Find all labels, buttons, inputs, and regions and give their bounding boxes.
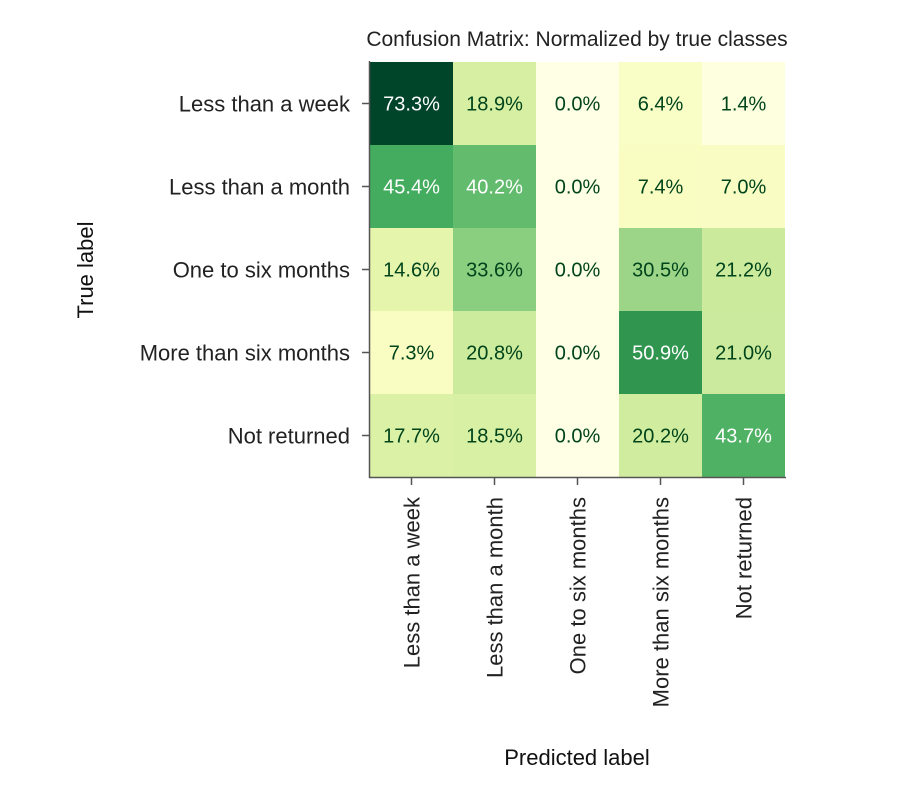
y-tick-label: One to six months [173, 258, 350, 283]
heatmap-cell [453, 394, 536, 477]
cell-value-label: 18.9% [466, 94, 523, 116]
y-axis-label: True label [73, 221, 98, 318]
heatmap-cell [370, 394, 453, 477]
cell-value-label: 17.7% [383, 426, 440, 448]
heatmap-cell [619, 228, 702, 311]
y-tick-label: Less than a week [179, 92, 351, 117]
cell-value-label: 7.3% [389, 343, 435, 365]
heatmap-cell [619, 311, 702, 394]
heatmap-cell [619, 62, 702, 145]
x-tick-label: More than six months [649, 497, 674, 707]
x-tick-label: Less than a month [483, 497, 508, 678]
cell-value-label: 50.9% [632, 343, 689, 365]
heatmap-cell [536, 228, 619, 311]
cell-value-labels: 73.3% 18.9% 0.0% 6.4% 1.4% 45.4% 40.2% 0.0% 7.4%… [383, 94, 772, 448]
cell-value-label: 18.5% [466, 426, 523, 448]
cell-value-label: 0.0% [555, 94, 601, 116]
heatmap-cell [619, 145, 702, 228]
cell-value-label: 0.0% [555, 260, 601, 282]
x-tick-label: One to six months [566, 497, 591, 674]
cell-value-label: 45.4% [383, 177, 440, 199]
cell-value-label: 21.0% [715, 343, 772, 365]
axes [368, 61, 786, 479]
cell-value-label: 20.8% [466, 343, 523, 365]
heatmap-cell [453, 311, 536, 394]
heatmap-cell [453, 228, 536, 311]
heatmap-cell [370, 62, 453, 145]
heatmap-cell [536, 62, 619, 145]
y-tick-label: Less than a month [169, 175, 350, 200]
heatmap-cell [619, 394, 702, 477]
cell-value-label: 20.2% [632, 426, 689, 448]
heatmap-cell [702, 311, 785, 394]
cell-value-label: 30.5% [632, 260, 689, 282]
chart-title: Confusion Matrix: Normalized by true cla… [366, 28, 787, 51]
heatmap-cell [370, 145, 453, 228]
y-tick-label: Not returned [228, 424, 350, 449]
heatmap-cell [702, 145, 785, 228]
x-tick-label: Less than a week [400, 496, 425, 668]
heatmap-cell [536, 145, 619, 228]
x-tick-group: Less than a week Less than a month One to … [400, 478, 757, 707]
heatmap-cell [702, 62, 785, 145]
heatmap-cells [370, 62, 785, 477]
heatmap-cell [702, 394, 785, 477]
cell-value-label: 43.7% [715, 426, 772, 448]
heatmap-cell [370, 228, 453, 311]
heatmap-cell [702, 228, 785, 311]
cell-value-label: 7.4% [638, 177, 684, 199]
x-tick-label: Not returned [732, 497, 757, 619]
cell-value-label: 6.4% [638, 94, 684, 116]
cell-value-label: 0.0% [555, 343, 601, 365]
heatmap-cell [453, 62, 536, 145]
heatmap-cell [536, 394, 619, 477]
cell-value-label: 0.0% [555, 177, 601, 199]
cell-value-label: 1.4% [721, 94, 767, 116]
heatmap-cell [453, 145, 536, 228]
cell-value-label: 73.3% [383, 94, 440, 116]
x-axis-label: Predicted label [504, 745, 650, 770]
y-tick-group: Less than a week Less than a month One to … [140, 92, 369, 449]
cell-value-label: 40.2% [466, 177, 523, 199]
cell-value-label: 14.6% [383, 260, 440, 282]
y-tick-label: More than six months [140, 341, 350, 366]
heatmap-cell [370, 311, 453, 394]
heatmap-cell [536, 311, 619, 394]
cell-value-label: 33.6% [466, 260, 523, 282]
cell-value-label: 7.0% [721, 177, 767, 199]
cell-value-label: 21.2% [715, 260, 772, 282]
cell-value-label: 0.0% [555, 426, 601, 448]
